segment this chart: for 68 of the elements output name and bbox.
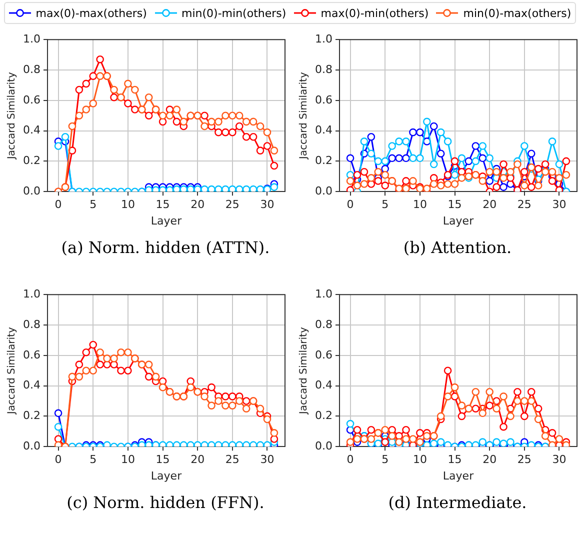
y-tick-label: 1.0 [22,287,40,300]
x-tick-label: 30 [552,198,566,212]
x-tick-label: 25 [225,453,240,466]
x-axis-title: Layer [442,469,474,482]
y-tick-label: 0.6 [22,93,40,106]
y-tick-label: 1.0 [314,287,332,300]
text: (b) Attention. [402,238,513,257]
x-tick-label: 25 [517,198,532,212]
x-tick-label: 15 [448,198,462,212]
x-tick-label: 15 [448,453,462,466]
y-tick-label: 0.2 [22,409,40,422]
y-tick-label: 0.4 [22,378,40,392]
x-tick-label: 5 [90,198,97,212]
x-tick-label: 20 [482,453,497,466]
legend-label: min(0)-min(others) [182,6,286,20]
x-tick-label: 0 [54,198,62,212]
x-tick-label: 15 [156,198,170,212]
x-tick-label: 25 [225,198,240,212]
y-tick-label: 0.6 [314,93,332,106]
x-tick-label: 25 [517,453,532,466]
x-tick-label: 5 [382,453,389,466]
x-axis-title: Layer [150,214,182,228]
y-tick-label: 0.6 [314,348,332,362]
y-tick-label: 0.2 [22,154,40,168]
legend-label: max(0)-min(others) [320,6,429,20]
legend-label: max(0)-max(others) [36,6,147,20]
y-tick-label: 0.0 [22,184,40,198]
y-tick-label: 0.0 [314,439,332,452]
y-axis-title: Jaccard Similarity [298,72,310,160]
x-tick-label: 10 [412,198,427,212]
y-axis-title: Jaccard Similarity [6,327,18,416]
y-tick-label: 0.4 [314,124,332,137]
x-tick-label: 0 [54,453,62,466]
x-tick-label: 20 [190,453,205,466]
text: (a) Norm. hidden (ATTN). [60,238,271,257]
y-tick-label: 0.8 [22,318,40,331]
x-tick-label: 20 [190,198,205,212]
y-axis-title: Jaccard Similarity [298,327,310,416]
x-axis-title: Layer [442,214,474,228]
y-tick-label: 0.8 [314,318,332,331]
y-tick-label: 1.0 [22,32,40,46]
y-tick-label: 0.8 [22,62,40,76]
y-tick-label: 0.8 [314,62,332,76]
x-tick-label: 10 [120,453,135,466]
y-tick-label: 1.0 [314,32,332,46]
x-axis-title: Layer [150,469,182,482]
x-tick-label: 10 [120,198,135,212]
x-tick-label: 30 [260,198,274,212]
y-tick-label: 0.2 [314,154,332,168]
text: (c) Norm. hidden (FFN). [66,493,266,512]
x-tick-label: 30 [552,453,566,466]
y-tick-label: 0.4 [22,124,40,137]
y-tick-label: 0.0 [22,439,40,452]
y-tick-label: 0.0 [314,184,332,198]
x-tick-label: 5 [90,453,97,466]
x-tick-label: 20 [482,198,497,212]
x-tick-label: 15 [156,453,170,466]
x-tick-label: 5 [382,198,389,212]
x-tick-label: 0 [346,198,354,212]
text: (d) Intermediate. [387,493,528,512]
legend-label: min(0)-max(others) [463,6,572,20]
y-axis-title: Jaccard Similarity [6,72,18,160]
y-tick-label: 0.6 [22,348,40,362]
x-tick-label: 0 [346,453,354,466]
y-tick-label: 0.2 [314,409,332,422]
x-tick-label: 10 [412,453,427,466]
x-tick-label: 30 [260,453,274,466]
y-tick-label: 0.4 [314,378,332,392]
